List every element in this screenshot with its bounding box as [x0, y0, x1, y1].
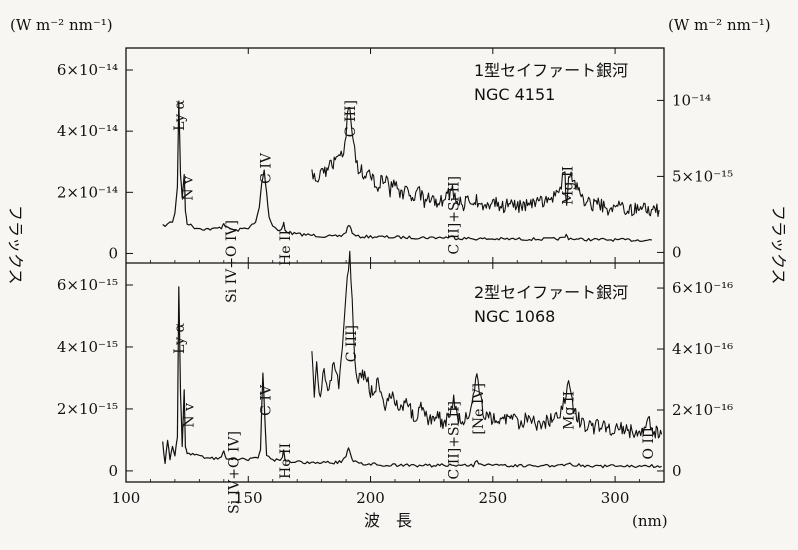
bottom-panel-title: 2型セイファート銀河	[474, 283, 628, 302]
emission-line-label: Ly α	[172, 99, 188, 130]
annotation-layer: Ly α N v Si IV+O IV] C IV He II C III] C II]+S…	[172, 99, 657, 513]
emission-line-label: Mg II	[560, 166, 576, 205]
y-left-tick-label: 0	[108, 244, 118, 262]
y-right-tick-label: 0	[672, 243, 682, 261]
tick-layer: 6×10⁻¹⁴ 4×10⁻¹⁴ 2×10⁻¹⁴ 0 10⁻¹⁴ 5×10⁻¹⁵ 0 6×10⁻…	[57, 48, 733, 507]
emission-line-label: [Ne IV]	[471, 383, 487, 435]
emission-line-label: C III]	[343, 100, 359, 137]
bottom-panel-subtitle: NGC 1068	[474, 307, 555, 326]
left-axis-title: フラックス	[6, 205, 25, 285]
x-tick-label: 150	[234, 489, 263, 507]
y-left-tick-label: 2×10⁻¹⁴	[57, 183, 118, 201]
y-left-tick-label: 4×10⁻¹⁵	[57, 338, 118, 356]
right-unit-label: (W m⁻² nm⁻¹)	[668, 16, 771, 34]
emission-line-label: Si IV+O IV]	[224, 220, 240, 303]
emission-line-label: N v	[181, 176, 197, 201]
y-right-tick-label: 10⁻¹⁴	[672, 91, 711, 109]
left-axis-title-text: フラックス	[6, 205, 25, 285]
left-unit-label: (W m⁻² nm⁻¹)	[10, 16, 113, 34]
emission-line-label: C IV	[258, 152, 274, 184]
emission-line-label: Si IV+O IV]	[227, 431, 243, 514]
top-spectrum-left-trace	[162, 100, 652, 242]
emission-line-label: He II	[278, 443, 294, 479]
y-left-tick-label: 6×10⁻¹⁵	[57, 276, 118, 294]
y-right-tick-label: 5×10⁻¹⁵	[672, 167, 733, 185]
y-right-tick-label: 0	[672, 462, 682, 480]
emission-line-label: C II]+Si II]	[447, 401, 463, 479]
right-axis-title-text: フラックス	[769, 205, 788, 285]
top-panel-subtitle: NGC 4151	[474, 85, 555, 104]
x-tick-label: 100	[112, 489, 141, 507]
bottom-spectrum-left-trace	[162, 286, 662, 469]
emission-line-label: C IV	[258, 384, 274, 416]
trace-layer	[162, 100, 663, 469]
top-panel-title: 1型セイファート銀河	[474, 61, 628, 80]
emission-line-label: C III]	[344, 325, 360, 362]
y-left-tick-label: 0	[108, 462, 118, 480]
x-tick-label: 200	[356, 489, 385, 507]
y-right-tick-label: 6×10⁻¹⁶	[672, 279, 733, 297]
top-spectrum-right-trace	[311, 106, 660, 217]
y-left-tick-label: 2×10⁻¹⁵	[57, 400, 118, 418]
emission-line-label: N v	[181, 403, 197, 428]
y-left-tick-label: 6×10⁻¹⁴	[57, 61, 118, 79]
emission-line-label: Ly α	[172, 322, 188, 353]
right-axis-title: フラックス	[769, 205, 788, 285]
emission-line-label: C II]+Si II]	[447, 176, 463, 254]
x-axis-unit: (nm)	[632, 512, 668, 530]
x-tick-label: 250	[478, 489, 507, 507]
y-left-tick-label: 4×10⁻¹⁴	[57, 122, 118, 140]
emission-line-label: He II	[278, 230, 294, 266]
y-right-tick-label: 2×10⁻¹⁶	[672, 401, 733, 419]
emission-line-label: O III	[641, 427, 657, 460]
emission-line-label: Mg II	[562, 391, 578, 430]
y-right-tick-label: 4×10⁻¹⁶	[672, 340, 733, 358]
x-tick-label: 300	[601, 489, 630, 507]
bottom-spectrum-right-trace	[311, 250, 663, 439]
x-axis-title: 波 長	[364, 511, 412, 530]
plot-frame	[125, 47, 665, 483]
